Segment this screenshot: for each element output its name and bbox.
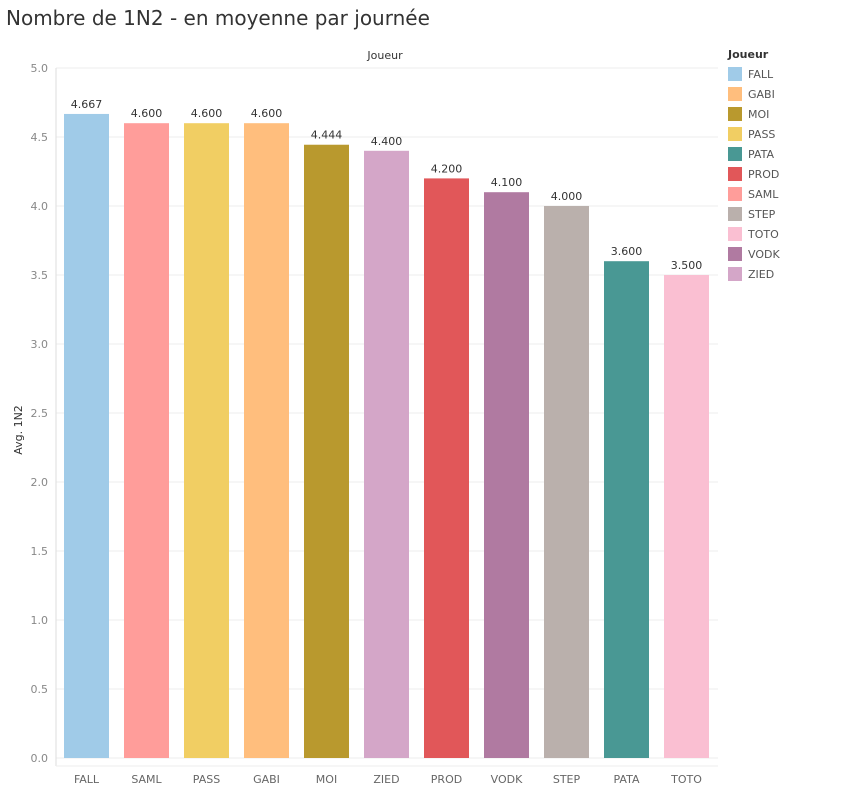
data-label: 4.600 bbox=[191, 107, 223, 120]
data-label: 3.600 bbox=[611, 245, 643, 258]
bar-vodk[interactable] bbox=[484, 192, 529, 758]
legend-label: PROD bbox=[748, 167, 780, 181]
column-header: Joueur bbox=[366, 49, 403, 62]
legend-swatch bbox=[728, 187, 742, 201]
legend-label: TOTO bbox=[748, 227, 779, 241]
y-tick-label: 3.0 bbox=[31, 338, 49, 351]
legend-swatch bbox=[728, 127, 742, 141]
x-tick-label: PATA bbox=[614, 773, 640, 786]
x-tick-label: VODK bbox=[491, 773, 523, 786]
legend-item-moi[interactable]: MOI bbox=[728, 104, 780, 124]
legend-label: FALL bbox=[748, 67, 774, 81]
bar-moi[interactable] bbox=[304, 144, 349, 758]
y-tick-label: 1.5 bbox=[31, 545, 49, 558]
x-tick-label: GABI bbox=[253, 773, 280, 786]
y-axis-title: Avg. 1N2 bbox=[12, 405, 25, 455]
legend-swatch bbox=[728, 247, 742, 261]
bar-toto[interactable] bbox=[664, 275, 709, 758]
bar-prod[interactable] bbox=[424, 178, 469, 758]
legend-item-prod[interactable]: PROD bbox=[728, 164, 780, 184]
data-label: 4.667 bbox=[71, 98, 103, 111]
legend-label: MOI bbox=[748, 107, 770, 121]
legend-item-toto[interactable]: TOTO bbox=[728, 224, 780, 244]
legend-item-zied[interactable]: ZIED bbox=[728, 264, 780, 284]
bar-pass[interactable] bbox=[184, 123, 229, 758]
bar-zied[interactable] bbox=[364, 150, 409, 759]
data-label: 4.200 bbox=[431, 162, 463, 175]
legend-item-saml[interactable]: SAML bbox=[728, 184, 780, 204]
legend-label: PATA bbox=[748, 147, 774, 161]
legend-item-fall[interactable]: FALL bbox=[728, 64, 780, 84]
y-tick-label: 5.0 bbox=[31, 62, 49, 75]
y-tick-label: 0.0 bbox=[31, 752, 49, 765]
legend-label: ZIED bbox=[748, 267, 775, 281]
x-tick-label: PROD bbox=[431, 773, 462, 786]
x-tick-label: TOTO bbox=[670, 773, 702, 786]
legend-label: VODK bbox=[748, 247, 780, 261]
chart-title: Nombre de 1N2 - en moyenne par journée bbox=[6, 6, 430, 30]
y-tick-label: 2.0 bbox=[31, 476, 49, 489]
legend-swatch bbox=[728, 67, 742, 81]
data-label: 4.400 bbox=[371, 135, 403, 148]
bar-fall[interactable] bbox=[64, 113, 109, 759]
legend-swatch bbox=[728, 107, 742, 121]
data-label: 4.000 bbox=[551, 190, 583, 203]
x-tick-label: PASS bbox=[193, 773, 220, 786]
legend-item-vodk[interactable]: VODK bbox=[728, 244, 780, 264]
data-label: 4.600 bbox=[251, 107, 283, 120]
data-label: 3.500 bbox=[671, 259, 703, 272]
y-tick-label: 1.0 bbox=[31, 614, 49, 627]
y-tick-label: 0.5 bbox=[31, 683, 49, 696]
legend-item-gabi[interactable]: GABI bbox=[728, 84, 780, 104]
x-tick-label: STEP bbox=[553, 773, 581, 786]
data-label: 4.100 bbox=[491, 176, 523, 189]
x-tick-label: MOI bbox=[316, 773, 337, 786]
legend-title: Joueur bbox=[728, 48, 769, 61]
legend-swatch bbox=[728, 87, 742, 101]
legend-label: GABI bbox=[748, 87, 775, 101]
legend-item-pass[interactable]: PASS bbox=[728, 124, 780, 144]
x-tick-label: FALL bbox=[74, 773, 100, 786]
data-label: 4.600 bbox=[131, 107, 163, 120]
bar-pata[interactable] bbox=[604, 261, 649, 758]
y-tick-label: 4.0 bbox=[31, 200, 49, 213]
y-tick-label: 3.5 bbox=[31, 269, 49, 282]
legend-label: STEP bbox=[748, 207, 776, 221]
bar-step[interactable] bbox=[544, 206, 589, 758]
legend-item-step[interactable]: STEP bbox=[728, 204, 780, 224]
bar-saml[interactable] bbox=[124, 123, 169, 758]
legend-label: SAML bbox=[748, 187, 779, 201]
bar-gabi[interactable] bbox=[244, 123, 289, 758]
data-label: 4.444 bbox=[311, 129, 343, 142]
x-tick-label: ZIED bbox=[373, 773, 399, 786]
legend-swatch bbox=[728, 207, 742, 221]
y-tick-label: 2.5 bbox=[31, 407, 49, 420]
x-tick-label: SAML bbox=[131, 773, 162, 786]
legend-item-pata[interactable]: PATA bbox=[728, 144, 780, 164]
legend-swatch bbox=[728, 167, 742, 181]
legend-label: PASS bbox=[748, 127, 776, 141]
legend-swatch bbox=[728, 227, 742, 241]
legend: Joueur FALL GABI MOI PASS PATA PROD SAML STEP TO… bbox=[728, 48, 780, 284]
legend-swatch bbox=[728, 267, 742, 281]
legend-swatch bbox=[728, 147, 742, 161]
y-tick-label: 4.5 bbox=[31, 131, 49, 144]
